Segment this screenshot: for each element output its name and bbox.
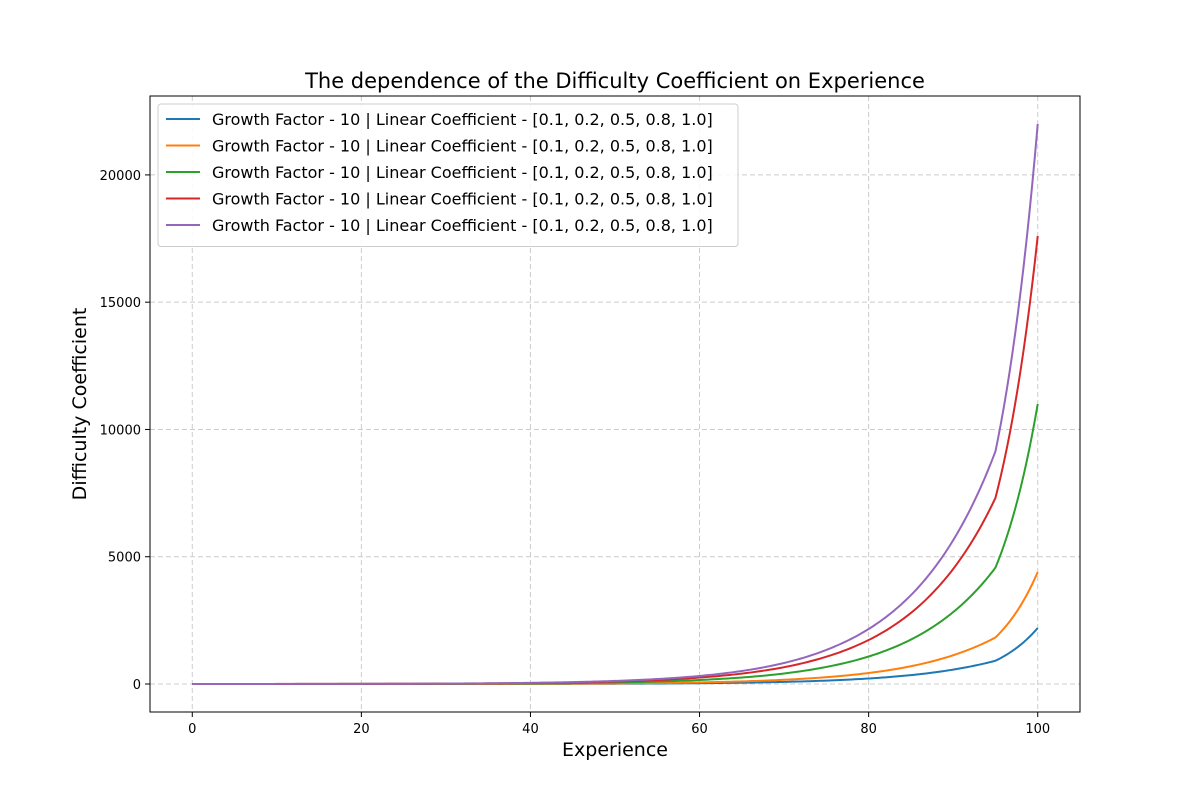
y-tick-label: 0 <box>133 678 141 693</box>
x-axis-label: Experience <box>562 739 668 761</box>
series-layer <box>192 123 1039 685</box>
x-tick-label: 60 <box>691 722 708 737</box>
legend-entry-3: Growth Factor - 10 | Linear Coefficient … <box>212 163 713 182</box>
y-axis: 0 5000 10000 15000 20000 <box>100 169 150 693</box>
plot-frame <box>149 95 1081 713</box>
y-tick-label: 20000 <box>100 169 141 184</box>
legend-entry-5: Growth Factor - 10 | Linear Coefficient … <box>212 216 713 235</box>
legend-entry-1: Growth Factor - 10 | Linear Coefficient … <box>212 110 713 129</box>
y-tick-label: 10000 <box>100 423 141 438</box>
series-line-5 <box>192 123 1039 685</box>
x-axis: 0 20 40 60 80 100 <box>188 712 1050 737</box>
legend-box <box>157 103 739 247</box>
chart-title: The dependence of the Difficulty Coeffic… <box>304 69 925 93</box>
legend-entry-4: Growth Factor - 10 | Linear Coefficient … <box>212 190 713 209</box>
y-axis-label: Difficulty Coefficient <box>69 308 91 501</box>
y-tick-label: 5000 <box>108 551 141 566</box>
x-tick-label: 80 <box>860 722 877 737</box>
x-tick-label: 20 <box>353 722 370 737</box>
x-tick-label: 0 <box>188 722 196 737</box>
legend-entry-2: Growth Factor - 10 | Linear Coefficient … <box>212 137 713 156</box>
x-tick-label: 40 <box>522 722 539 737</box>
legend: Growth Factor - 10 | Linear Coefficient … <box>157 103 739 247</box>
y-tick-label: 15000 <box>100 296 141 311</box>
x-tick-label: 100 <box>1025 722 1050 737</box>
